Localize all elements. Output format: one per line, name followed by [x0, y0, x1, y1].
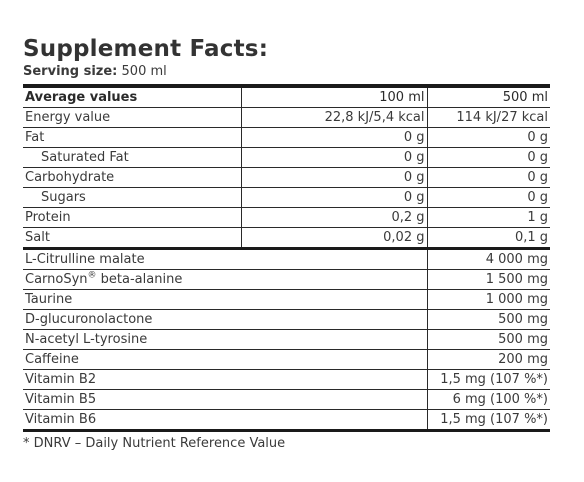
ingredient-name-suffix: beta-alanine — [96, 272, 183, 287]
nutrient-per-100ml: 0 g — [241, 187, 428, 208]
header-average-values: Average values — [23, 88, 242, 108]
nutrient-per-100ml: 0,02 g — [241, 227, 428, 250]
nutrient-name: Protein — [23, 207, 242, 228]
active-ingredients-table: L-Citrulline malate 4 000 mg CarnoSyn® bet… — [23, 250, 550, 432]
ingredient-name: N-acetyl L-tyrosine — [25, 332, 148, 347]
ingredient-name: Vitamin B2 — [25, 372, 97, 387]
nutrient-per-100ml: 0 g — [241, 127, 428, 148]
serving-size-label: Serving size: — [23, 64, 118, 79]
ingredient-name: Vitamin B5 — [25, 392, 97, 407]
nutrition-row: Energy value 22,8 kJ/5,4 kcal 114 kJ/27 kc… — [23, 107, 550, 128]
serving-size-value: 500 ml — [121, 64, 167, 79]
ingredient-row: Vitamin B6 1,5 mg (107 %*) — [23, 409, 550, 432]
nutrient-per-100ml: 0,2 g — [241, 207, 428, 228]
ingredient-name: Taurine — [25, 292, 73, 307]
ingredient-row: Vitamin B5 6 mg (100 %*) — [23, 389, 550, 410]
nutrient-per-500ml: 0 g — [427, 167, 550, 188]
ingredient-name-cell: D-glucuronolactone — [23, 309, 428, 330]
ingredient-amount: 4 000 mg — [427, 250, 550, 270]
nutrient-name: Sugars — [23, 187, 242, 208]
nutrition-row: Salt 0,02 g 0,1 g — [23, 227, 550, 250]
nutrient-per-500ml: 0 g — [427, 187, 550, 208]
top-thick-rule — [23, 84, 550, 88]
ingredient-row: N-acetyl L-tyrosine 500 mg — [23, 329, 550, 350]
ingredient-amount: 1 000 mg — [427, 289, 550, 310]
nutrient-per-100ml: 0 g — [241, 147, 428, 168]
ingredient-row: D-glucuronolactone 500 mg — [23, 309, 550, 330]
ingredient-name-cell: N-acetyl L-tyrosine — [23, 329, 428, 350]
header-100ml: 100 ml — [241, 88, 428, 108]
nutrient-name: Carbohydrate — [23, 167, 242, 188]
ingredient-amount: 1,5 mg (107 %*) — [427, 409, 550, 432]
nutrient-per-100ml: 0 g — [241, 167, 428, 188]
nutrient-per-500ml: 1 g — [427, 207, 550, 228]
nutrient-name: Energy value — [23, 107, 242, 128]
ingredient-row: Caffeine 200 mg — [23, 349, 550, 370]
ingredient-row: CarnoSyn® beta-alanine 1 500 mg — [23, 269, 550, 290]
nutrition-table: Average values 100 ml 500 ml Energy valu… — [23, 88, 550, 250]
ingredient-amount: 6 mg (100 %*) — [427, 389, 550, 410]
footnote: * DNRV – Daily Nutrient Reference Value — [23, 436, 286, 451]
supplement-facts-panel: Supplement Facts: Serving size: 500 ml A… — [23, 34, 550, 453]
ingredient-amount: 1 500 mg — [427, 269, 550, 290]
ingredient-name-cell: Taurine — [23, 289, 428, 310]
ingredient-amount: 1,5 mg (107 %*) — [427, 369, 550, 390]
ingredient-name: D-glucuronolactone — [25, 312, 153, 327]
ingredient-row: Vitamin B2 1,5 mg (107 %*) — [23, 369, 550, 390]
nutrient-name: Fat — [23, 127, 242, 148]
ingredient-row: Taurine 1 000 mg — [23, 289, 550, 310]
ingredient-name: Vitamin B6 — [25, 412, 97, 427]
ingredient-amount: 200 mg — [427, 349, 550, 370]
ingredient-row: L-Citrulline malate 4 000 mg — [23, 250, 550, 270]
serving-size: Serving size: 500 ml — [23, 63, 550, 80]
registered-mark: ® — [87, 270, 97, 281]
ingredient-name: Caffeine — [25, 352, 79, 367]
ingredient-name-cell: Caffeine — [23, 349, 428, 370]
nutrition-header-row: Average values 100 ml 500 ml — [23, 88, 550, 108]
ingredient-amount: 500 mg — [427, 309, 550, 330]
nutrient-name: Saturated Fat — [23, 147, 242, 168]
nutrient-per-100ml: 22,8 kJ/5,4 kcal — [241, 107, 428, 128]
ingredient-name-cell: Vitamin B6 — [23, 409, 428, 432]
ingredient-name: L-Citrulline malate — [25, 252, 145, 267]
ingredient-name-cell: L-Citrulline malate — [23, 250, 428, 270]
ingredient-name-cell: Vitamin B5 — [23, 389, 428, 410]
ingredient-name-cell: CarnoSyn® beta-alanine — [23, 269, 428, 290]
nutrient-per-500ml: 0 g — [427, 127, 550, 148]
nutrient-per-500ml: 114 kJ/27 kcal — [427, 107, 550, 128]
nutrient-per-500ml: 0 g — [427, 147, 550, 168]
nutrient-name: Salt — [23, 227, 242, 250]
panel-title: Supplement Facts: — [23, 36, 269, 62]
header-500ml: 500 ml — [427, 88, 550, 108]
ingredient-name-cell: Vitamin B2 — [23, 369, 428, 390]
ingredient-amount: 500 mg — [427, 329, 550, 350]
nutrient-per-500ml: 0,1 g — [427, 227, 550, 250]
ingredient-name: CarnoSyn — [25, 272, 88, 287]
